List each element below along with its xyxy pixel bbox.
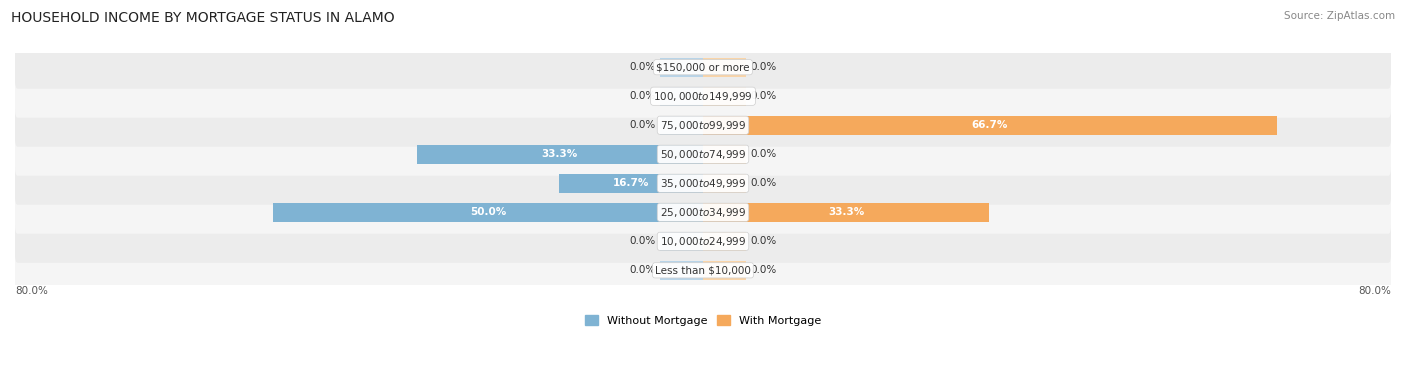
Bar: [703, 87, 747, 106]
Text: 33.3%: 33.3%: [541, 149, 578, 159]
Bar: [703, 145, 747, 164]
Text: 16.7%: 16.7%: [613, 178, 650, 188]
Text: 0.0%: 0.0%: [751, 178, 776, 188]
Text: $75,000 to $99,999: $75,000 to $99,999: [659, 119, 747, 132]
Text: 0.0%: 0.0%: [751, 265, 776, 275]
Text: $35,000 to $49,999: $35,000 to $49,999: [659, 177, 747, 190]
Text: 0.0%: 0.0%: [630, 120, 655, 130]
Bar: [703, 174, 747, 193]
Text: 0.0%: 0.0%: [630, 62, 655, 72]
Legend: Without Mortgage, With Mortgage: Without Mortgage, With Mortgage: [581, 311, 825, 330]
Text: Less than $10,000: Less than $10,000: [655, 265, 751, 275]
Bar: [703, 232, 747, 251]
Text: 50.0%: 50.0%: [470, 207, 506, 217]
Text: $25,000 to $34,999: $25,000 to $34,999: [659, 206, 747, 219]
FancyBboxPatch shape: [15, 249, 1391, 292]
Text: 0.0%: 0.0%: [630, 236, 655, 246]
FancyBboxPatch shape: [15, 220, 1391, 263]
Text: 33.3%: 33.3%: [828, 207, 865, 217]
Text: HOUSEHOLD INCOME BY MORTGAGE STATUS IN ALAMO: HOUSEHOLD INCOME BY MORTGAGE STATUS IN A…: [11, 11, 395, 25]
Bar: [703, 116, 1277, 135]
Text: 0.0%: 0.0%: [751, 236, 776, 246]
FancyBboxPatch shape: [15, 104, 1391, 147]
Text: 0.0%: 0.0%: [751, 149, 776, 159]
Text: 66.7%: 66.7%: [972, 120, 1008, 130]
Text: 80.0%: 80.0%: [15, 286, 48, 296]
Text: 80.0%: 80.0%: [1358, 286, 1391, 296]
Text: Source: ZipAtlas.com: Source: ZipAtlas.com: [1284, 11, 1395, 21]
Text: 0.0%: 0.0%: [630, 265, 655, 275]
Bar: [416, 145, 703, 164]
Bar: [703, 261, 747, 280]
FancyBboxPatch shape: [15, 162, 1391, 205]
FancyBboxPatch shape: [15, 75, 1391, 118]
Bar: [703, 203, 990, 222]
Bar: [560, 174, 703, 193]
Text: 0.0%: 0.0%: [630, 91, 655, 101]
Bar: [659, 58, 703, 77]
Text: $10,000 to $24,999: $10,000 to $24,999: [659, 235, 747, 248]
Text: $50,000 to $74,999: $50,000 to $74,999: [659, 148, 747, 161]
Bar: [659, 232, 703, 251]
Text: $100,000 to $149,999: $100,000 to $149,999: [654, 90, 752, 103]
Bar: [659, 261, 703, 280]
FancyBboxPatch shape: [15, 191, 1391, 234]
FancyBboxPatch shape: [15, 133, 1391, 176]
Text: 0.0%: 0.0%: [751, 62, 776, 72]
Bar: [703, 58, 747, 77]
Bar: [659, 116, 703, 135]
Text: $150,000 or more: $150,000 or more: [657, 62, 749, 72]
Bar: [659, 87, 703, 106]
Bar: [273, 203, 703, 222]
Text: 0.0%: 0.0%: [751, 91, 776, 101]
FancyBboxPatch shape: [15, 46, 1391, 89]
